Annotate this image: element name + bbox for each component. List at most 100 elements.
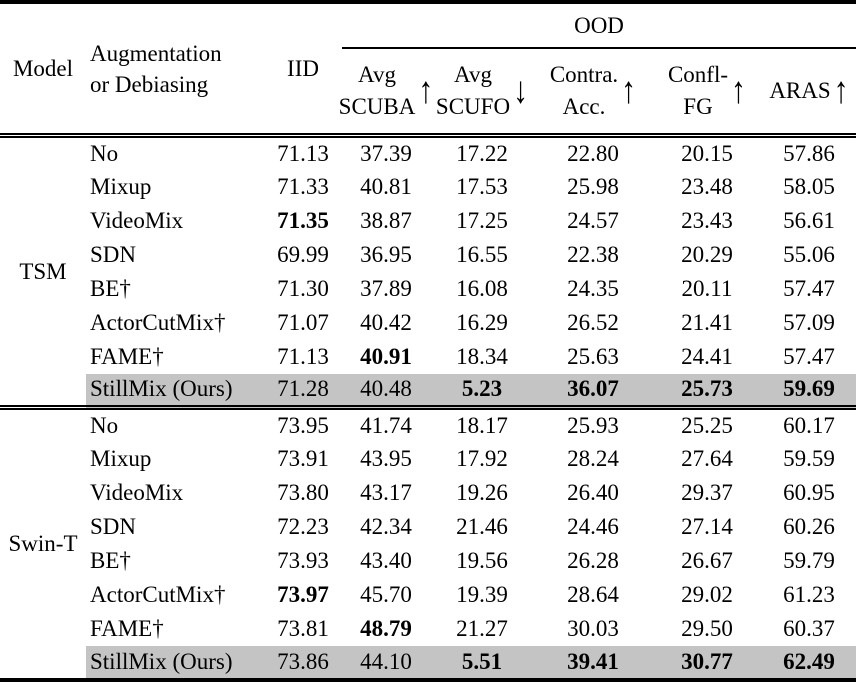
method-label: FAME† bbox=[90, 615, 164, 641]
value-cell: 71.35 bbox=[277, 207, 329, 233]
value-cell: 22.80 bbox=[567, 140, 619, 166]
value-cell: 71.33 bbox=[277, 173, 329, 199]
method-label: No bbox=[90, 140, 119, 166]
value-cell: 39.41 bbox=[534, 645, 652, 680]
table-row: TSM No 71.13 37.39 17.22 22.80 20.15 57.86 bbox=[0, 136, 856, 284]
confl-fg-line2: FG bbox=[683, 94, 713, 119]
augmentation-header-line2: or Debiasing bbox=[90, 71, 209, 97]
value-cell: 26.40 bbox=[567, 479, 619, 505]
value-cell: 21.41 bbox=[681, 309, 733, 335]
value-cell: 25.73 bbox=[652, 373, 762, 408]
model-group-label: TSM bbox=[19, 258, 67, 284]
table-row: Swin-T No 73.95 41.74 18.17 25.93 25.25 60.17 bbox=[0, 405, 856, 680]
value-cell: 27.14 bbox=[681, 513, 733, 539]
method-label: StillMix (Ours) bbox=[86, 373, 264, 408]
value-cell: 26.52 bbox=[567, 309, 619, 335]
value-cell: 25.63 bbox=[567, 343, 619, 369]
value-cell: 43.95 bbox=[360, 445, 412, 471]
value-cell: 73.97 bbox=[277, 581, 329, 607]
value-cell: 60.17 bbox=[762, 405, 856, 442]
arrow-down-icon: ↓ bbox=[513, 69, 529, 111]
value-cell: 18.17 bbox=[430, 405, 534, 442]
value-cell: 73.81 bbox=[277, 615, 329, 641]
value-cell: 60.37 bbox=[783, 615, 835, 641]
value-cell: 59.59 bbox=[783, 445, 835, 471]
value-cell: 59.79 bbox=[783, 547, 835, 573]
table-row: FAME† 73.81 48.79 21.27 30.03 29.50 60.37 bbox=[0, 612, 856, 646]
value-cell: 62.49 bbox=[762, 645, 856, 680]
aras-line1: ARAS bbox=[769, 78, 831, 103]
method-label: Mixup bbox=[90, 445, 152, 471]
value-cell: 73.95 bbox=[264, 405, 342, 442]
value-cell: 30.77 bbox=[652, 645, 762, 680]
method-label: Mixup bbox=[90, 173, 152, 199]
value-cell: 60.95 bbox=[783, 479, 835, 505]
value-cell: 20.11 bbox=[681, 275, 733, 301]
value-cell: 21.27 bbox=[456, 615, 508, 641]
value-cell: 40.91 bbox=[360, 343, 412, 369]
value-cell: 19.56 bbox=[456, 547, 508, 573]
method-label: SDN bbox=[90, 513, 137, 539]
table-row: BE† 73.93 43.40 19.56 26.28 26.67 59.79 bbox=[0, 544, 856, 578]
arrow-up-icon: ↑ bbox=[621, 69, 637, 111]
value-cell: 72.23 bbox=[277, 513, 329, 539]
value-cell: 44.10 bbox=[342, 645, 430, 680]
contra-acc-line2: Acc. bbox=[562, 94, 606, 119]
value-cell: 21.46 bbox=[456, 513, 508, 539]
value-cell: 28.24 bbox=[567, 445, 619, 471]
value-cell: 16.55 bbox=[456, 241, 508, 267]
value-cell: 27.64 bbox=[681, 445, 733, 471]
column-group-header-ood: OOD bbox=[342, 2, 856, 49]
value-cell: 40.42 bbox=[360, 309, 412, 335]
avg-scuba-line2: SCUBA bbox=[338, 94, 416, 119]
value-cell: 60.26 bbox=[783, 513, 835, 539]
model-group-label: Swin-T bbox=[0, 405, 86, 680]
value-cell: 73.80 bbox=[277, 479, 329, 505]
table-row: Mixup 71.33 40.81 17.53 25.98 23.48 58.05 bbox=[0, 170, 856, 204]
value-cell: 57.47 bbox=[783, 275, 835, 301]
column-header-aras: ARAS ↑ bbox=[762, 48, 856, 138]
value-cell: 48.79 bbox=[360, 615, 412, 641]
value-cell: 5.23 bbox=[430, 373, 534, 408]
value-cell: 71.07 bbox=[277, 309, 329, 335]
table-row: VideoMix 71.35 38.87 17.25 24.57 23.43 56.61 bbox=[0, 204, 856, 238]
method-label: ActorCutMix† bbox=[90, 581, 226, 607]
value-cell: 25.93 bbox=[534, 405, 652, 442]
value-cell: 42.34 bbox=[360, 513, 412, 539]
avg-scufo-line2: SCUFO bbox=[435, 94, 511, 119]
avg-scufo-line1: Avg bbox=[454, 62, 492, 87]
value-cell: 23.43 bbox=[681, 207, 733, 233]
results-table: Model Augmentation or Debiasing IID OOD … bbox=[0, 0, 856, 682]
value-cell: 55.06 bbox=[783, 241, 835, 267]
value-cell: 71.28 bbox=[264, 373, 342, 408]
value-cell: 36.07 bbox=[534, 373, 652, 408]
value-cell: 19.26 bbox=[456, 479, 508, 505]
value-cell: 26.28 bbox=[567, 547, 619, 573]
value-cell: 24.46 bbox=[567, 513, 619, 539]
value-cell: 18.34 bbox=[456, 343, 508, 369]
value-cell: 43.40 bbox=[360, 547, 412, 573]
value-cell: 37.89 bbox=[360, 275, 412, 301]
value-cell: 16.29 bbox=[456, 309, 508, 335]
augmentation-header-line1: Augmentation bbox=[90, 40, 222, 66]
value-cell: 17.25 bbox=[456, 207, 508, 233]
value-cell: 26.67 bbox=[681, 547, 733, 573]
method-label: VideoMix bbox=[90, 479, 184, 505]
value-cell: 23.48 bbox=[681, 173, 733, 199]
arrow-up-icon: ↑ bbox=[731, 69, 747, 111]
method-label: StillMix (Ours) bbox=[86, 645, 264, 680]
value-cell: 17.22 bbox=[456, 140, 508, 166]
value-cell: 17.53 bbox=[456, 173, 508, 199]
table-row: Mixup 73.91 43.95 17.92 28.24 27.64 59.59 bbox=[0, 442, 856, 476]
value-cell: 22.38 bbox=[567, 241, 619, 267]
table-row: StillMix (Ours) 73.86 44.10 5.51 39.41 30.77 6… bbox=[0, 645, 856, 680]
method-label: VideoMix bbox=[90, 207, 184, 233]
contra-acc-line1: Contra. bbox=[549, 62, 619, 87]
method-label: ActorCutMix† bbox=[90, 309, 226, 335]
value-cell: 28.64 bbox=[567, 581, 619, 607]
avg-scuba-line1: Avg bbox=[358, 62, 396, 87]
value-cell: 29.50 bbox=[681, 615, 733, 641]
value-cell: 73.93 bbox=[277, 547, 329, 573]
value-cell: 73.86 bbox=[264, 645, 342, 680]
table-row: SDN 69.99 36.95 16.55 22.38 20.29 55.06 bbox=[0, 238, 856, 272]
